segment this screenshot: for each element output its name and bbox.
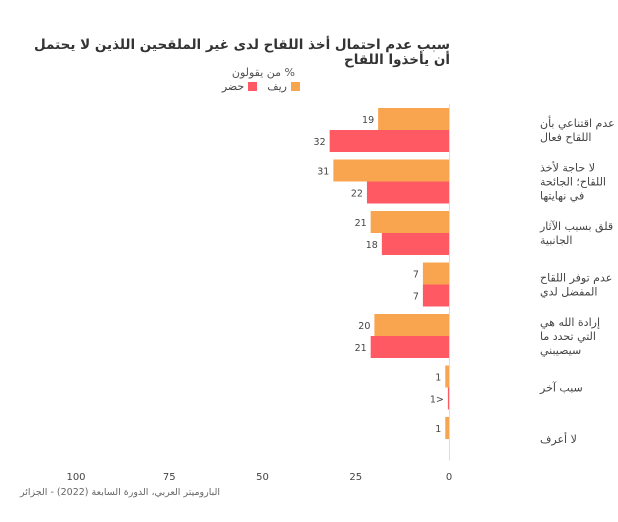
data-label-rural-6: 1 <box>435 424 441 435</box>
category-label-3: عدم توفر اللقاح <box>540 272 612 285</box>
legend-item-rural: ريف <box>267 80 300 93</box>
data-label-urban-1: 22 <box>351 189 363 200</box>
bar-urban-3 <box>422 284 449 307</box>
category-label-0: اللقاح فعال <box>540 131 591 144</box>
data-label-urban-5: 1> <box>430 395 444 406</box>
category-label-2: الجانبية <box>540 234 572 247</box>
data-label-rural-3: 7 <box>413 270 419 281</box>
data-label-urban-3: 7 <box>413 292 419 303</box>
bar-urban-5 <box>447 387 449 410</box>
legend-swatch-urban <box>248 82 258 91</box>
bar-rural-3 <box>422 262 449 285</box>
x-tick-label-25: 25 <box>349 472 362 483</box>
data-label-rural-2: 21 <box>355 218 367 229</box>
legend-swatch-rural <box>291 82 300 91</box>
legend-label-rural: ريف <box>267 80 287 93</box>
bar-rural-5 <box>445 365 449 388</box>
x-tick-label-0: 0 <box>446 472 452 483</box>
bar-rural-6 <box>445 417 449 439</box>
bar-urban-1 <box>366 181 449 204</box>
category-label-4: سيصيبني <box>540 344 581 357</box>
bar-urban-4 <box>370 336 449 358</box>
data-label-urban-0: 32 <box>314 137 326 148</box>
bar-rural-4 <box>374 314 449 336</box>
category-label-5: سبب آخر <box>539 381 583 395</box>
category-label-0: عدم اقتناعي بأن <box>540 115 615 130</box>
legend-label-urban: حضر <box>221 80 245 93</box>
x-tick-label-75: 75 <box>163 472 176 483</box>
chart-subtitle: % من يقولون <box>231 66 295 79</box>
data-label-urban-2: 18 <box>366 240 378 251</box>
data-label-rural-4: 20 <box>358 321 370 332</box>
category-label-3: المفضل لدي <box>540 286 597 299</box>
category-label-1: في نهايتها <box>540 190 584 203</box>
bar-urban-2 <box>381 233 449 255</box>
category-label-4: إرادة الله هي <box>540 316 600 329</box>
legend-item-urban: حضر <box>221 80 258 93</box>
bar-rural-0 <box>378 108 449 130</box>
chart-title: سبب عدم احتمال أخذ اللقاح لدى غير الملقح… <box>34 37 450 68</box>
category-label-1: لا حاجة لأخذ <box>540 161 595 175</box>
x-tick-label-100: 100 <box>66 472 85 483</box>
bar-rural-2 <box>370 211 449 233</box>
bar-rural-1 <box>333 159 449 182</box>
legend: ريف حضر <box>160 80 300 93</box>
category-label-6: لا أعرف <box>540 432 577 446</box>
category-label-4: التي تحدد ما <box>540 330 596 343</box>
data-label-rural-5: 1 <box>435 373 441 384</box>
x-tick-label-50: 50 <box>256 472 269 483</box>
category-label-2: قلق بسبب الآثار <box>539 220 613 234</box>
data-label-urban-4: 21 <box>355 343 367 354</box>
bar-urban-0 <box>329 130 449 152</box>
source-note: الباروميتر العربي، الدورة السابعة (2022)… <box>20 487 221 498</box>
data-label-rural-0: 19 <box>362 115 374 126</box>
category-label-1: اللقاح؛ الجائحة <box>540 176 606 189</box>
data-label-rural-1: 31 <box>317 167 329 178</box>
